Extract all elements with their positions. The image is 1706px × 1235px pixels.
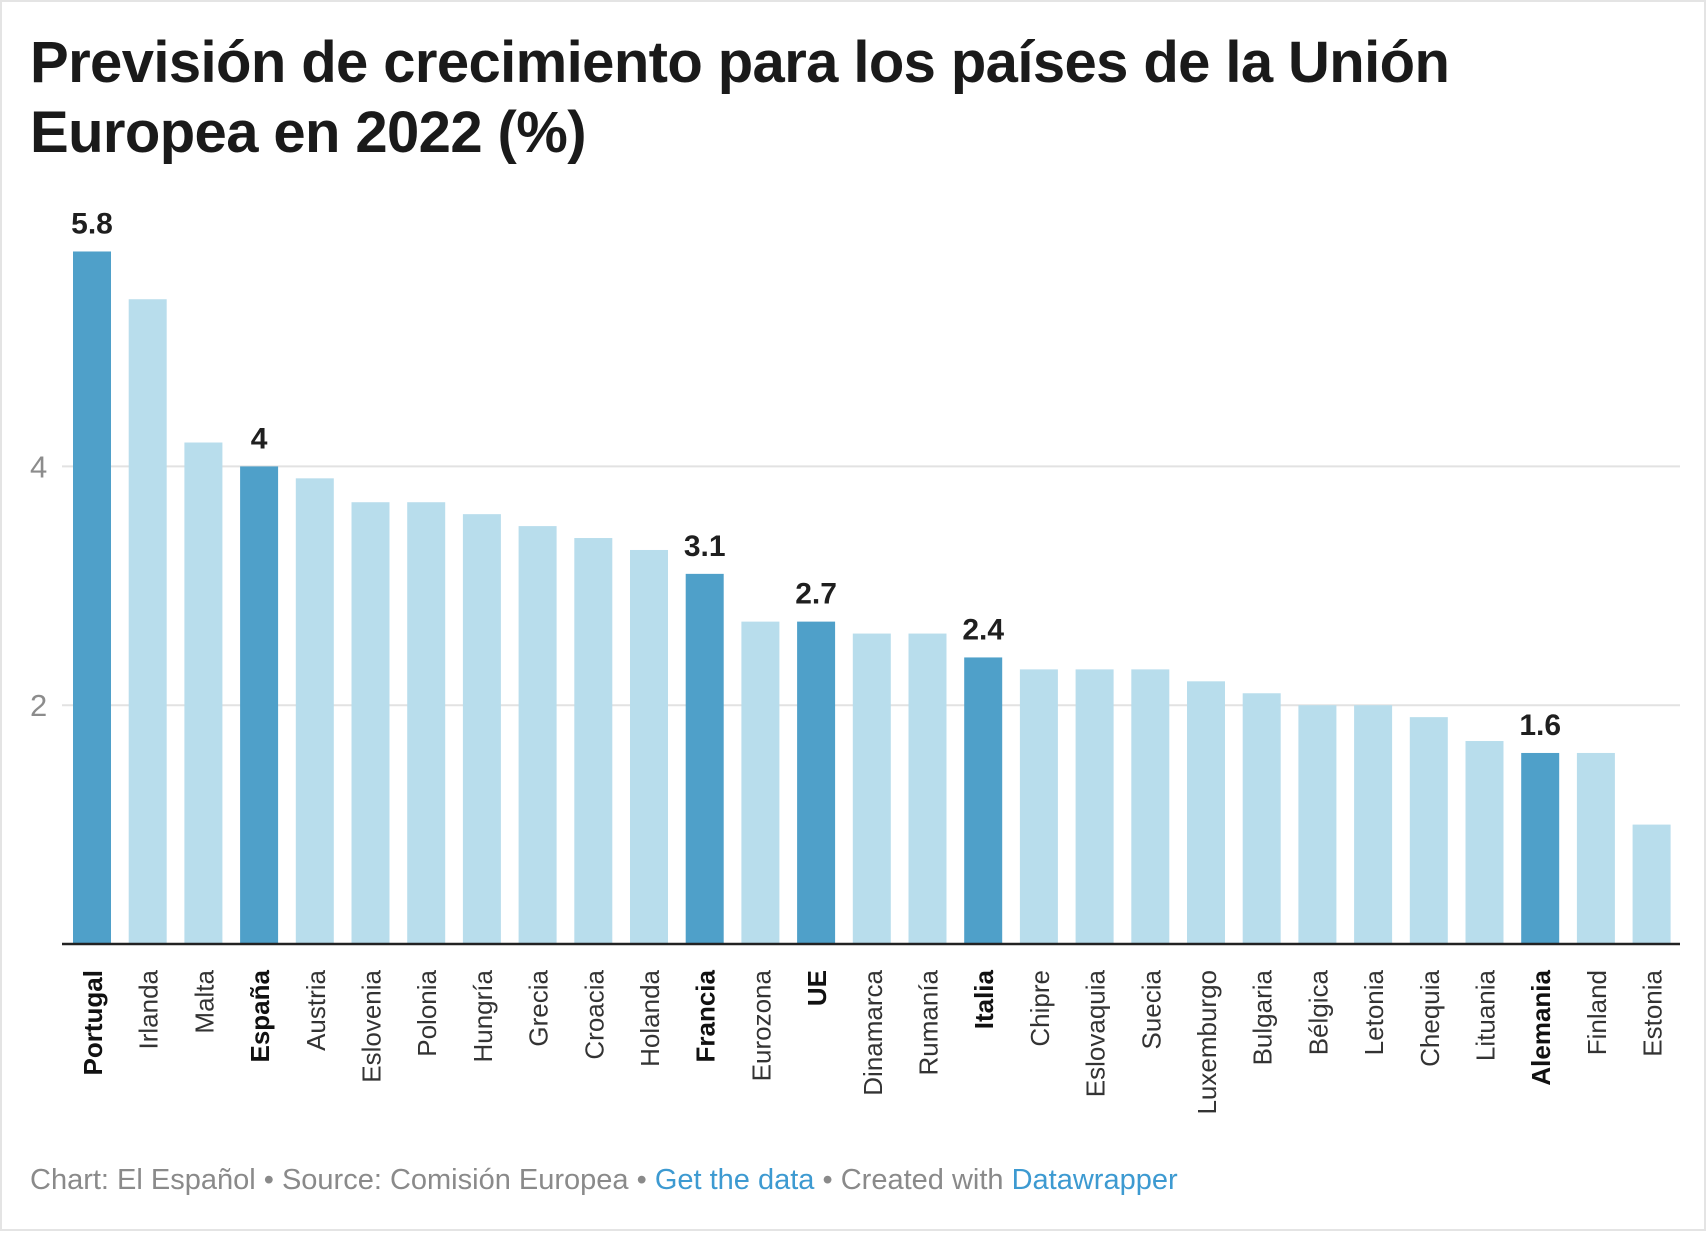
bar-polonia	[407, 502, 446, 944]
value-label: 4	[251, 422, 268, 455]
bar-eslovenia	[351, 502, 390, 944]
bar-rumanía	[908, 633, 947, 944]
bar-irlanda	[128, 299, 167, 944]
value-label: 2.7	[795, 578, 837, 611]
bar-ue	[797, 621, 836, 944]
x-tick-label: UE	[802, 970, 832, 1006]
bar-alemania	[1521, 752, 1560, 944]
x-tick-label: Lituania	[1471, 969, 1501, 1061]
created-with-label: Created with	[840, 1164, 1004, 1196]
bar-estonia	[1632, 824, 1671, 944]
bar-suecia	[1131, 669, 1170, 944]
datawrapper-link[interactable]: Datawrapper	[1011, 1164, 1178, 1196]
x-tick-label: Chipre	[1025, 970, 1055, 1047]
value-label: 5.8	[71, 207, 113, 240]
footer-separator: •	[822, 1164, 833, 1196]
value-label: 1.6	[1519, 709, 1561, 742]
y-tick-label: 4	[30, 449, 47, 484]
x-tick-label: Estonia	[1638, 969, 1668, 1056]
footer-separator: •	[263, 1164, 274, 1196]
x-tick-label: Eslovaquia	[1081, 969, 1111, 1097]
x-tick-label: Chequia	[1415, 969, 1445, 1066]
bar-bulgaria	[1242, 693, 1281, 944]
bar-bélgica	[1298, 705, 1337, 944]
bar-eslovaquia	[1075, 669, 1114, 944]
x-tick-label: Hungría	[468, 969, 498, 1062]
x-tick-label: Grecia	[524, 969, 554, 1046]
bar-holanda	[630, 549, 668, 944]
x-tick-label: Suecia	[1136, 969, 1166, 1049]
chart-footer: Chart: El Español • Source: Comisión Eur…	[30, 1164, 1178, 1197]
value-label: 3.1	[684, 530, 726, 563]
chart-title: Previsión de crecimiento para los países…	[30, 30, 1450, 165]
x-tick-label: Polonia	[412, 969, 442, 1056]
bar-dinamarca	[852, 633, 891, 944]
bar-chequia	[1409, 717, 1448, 944]
bar-chipre	[1019, 669, 1058, 944]
bar-grecia	[518, 526, 557, 944]
bar-austria	[295, 478, 334, 944]
x-tick-label: Malta	[189, 969, 219, 1033]
x-tick-label: Dinamarca	[858, 969, 888, 1095]
bar-italia	[964, 657, 1003, 944]
bar-francia	[685, 573, 724, 944]
bar-hungría	[462, 514, 501, 944]
x-tick-label: Rumanía	[914, 969, 944, 1075]
x-tick-label: Eurozona	[746, 969, 776, 1081]
x-tick-label: Portugal	[78, 970, 108, 1075]
bar-malta	[184, 442, 223, 944]
bar-portugal	[73, 251, 111, 945]
x-tick-label: Francia	[691, 969, 721, 1062]
y-tick-label: 2	[30, 688, 47, 723]
chart-credit: Chart: El Español	[30, 1164, 256, 1196]
x-tick-label: Finland	[1582, 970, 1612, 1055]
x-tick-label: Irlanda	[134, 969, 164, 1049]
x-tick-label: España	[245, 969, 275, 1062]
bar-eurozona	[741, 621, 780, 944]
x-tick-label: Bulgaria	[1248, 969, 1278, 1065]
bar-finland	[1576, 752, 1615, 944]
source-label: Source: Comisión Europea	[281, 1164, 629, 1196]
footer-separator: •	[636, 1164, 647, 1196]
bar-croacia	[574, 538, 613, 944]
bar-lituania	[1465, 741, 1504, 944]
x-tick-label: Croacia	[579, 969, 609, 1059]
x-tick-label: Holanda	[635, 969, 665, 1066]
x-tick-label: Letonia	[1359, 969, 1389, 1055]
x-tick-label: Bélgica	[1303, 969, 1333, 1055]
bar-chart: 2 4 5.8 Portugal Irlanda Malta 4 España Austria E…	[30, 207, 1680, 1115]
bar-españa	[240, 466, 279, 944]
x-tick-label: Eslovenia	[357, 969, 387, 1082]
bar-luxemburgo	[1187, 681, 1225, 944]
x-tick-label: Luxemburgo	[1192, 970, 1222, 1115]
get-the-data-link[interactable]: Get the data	[654, 1164, 815, 1196]
value-label: 2.4	[962, 613, 1004, 646]
x-tick-label: Austria	[301, 969, 331, 1050]
bar-letonia	[1354, 705, 1393, 944]
x-tick-label: Italia	[969, 969, 999, 1029]
x-tick-label: Alemania	[1526, 969, 1556, 1085]
